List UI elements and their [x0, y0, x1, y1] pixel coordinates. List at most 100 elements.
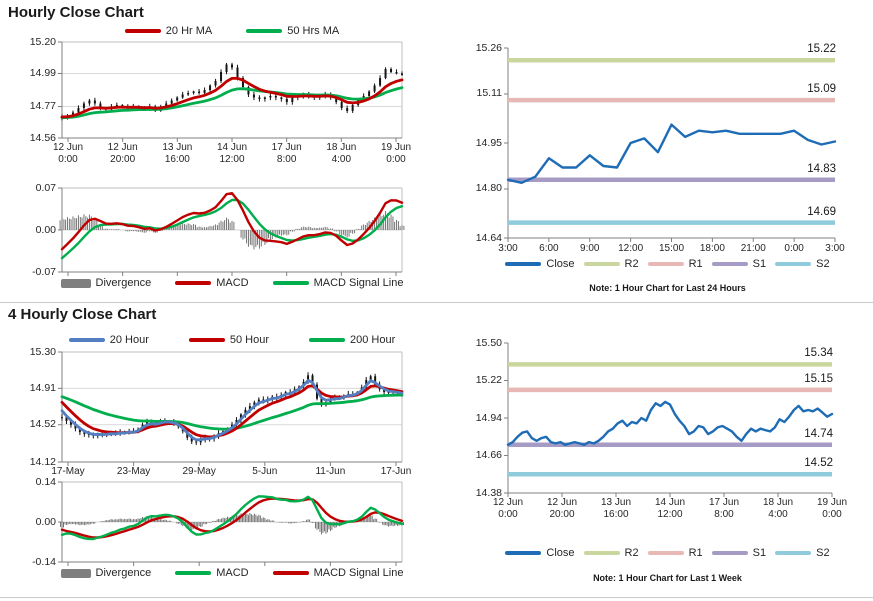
x-tick-label: 13 Jun 16:00 [600, 497, 632, 520]
x-tick-label: 18 Jun 4:00 [762, 497, 794, 520]
section-divider [0, 302, 873, 303]
legend-item: S2 [775, 258, 830, 270]
y-tick-label: 0.00 [35, 223, 56, 236]
legend-line-swatch [647, 550, 684, 556]
legend-label: MACD Signal Line [313, 277, 404, 289]
y-tick-label: 14.80 [475, 182, 502, 195]
x-tick-label: 19 Jun 0:00 [380, 142, 412, 165]
legend-item: Divergence [60, 567, 152, 579]
legend-line-swatch [175, 280, 212, 286]
y-tick-label: 0.14 [35, 475, 56, 488]
legend-item: S1 [711, 258, 767, 270]
legend-line-swatch [272, 280, 309, 286]
legend-item: Close [505, 547, 575, 559]
x-tick-label: 14 Jun 12:00 [654, 497, 686, 520]
four-hourly-section-title: 4 Hourly Close Chart [8, 306, 157, 323]
legend-item: R2 [583, 547, 639, 559]
level-value-label: 15.15 [804, 372, 833, 385]
legend-item: 200 Hour [309, 334, 395, 346]
x-tick-label: 12:00 [618, 243, 644, 254]
x-tick-label: 17 Jun 8:00 [271, 142, 302, 165]
legend-item: MACD [175, 277, 249, 289]
legend-item: 50 Hour [188, 334, 269, 346]
x-tick-label: 12 Jun 0:00 [492, 497, 524, 520]
legend-item: MACD Signal Line [272, 277, 404, 289]
legend-label: R2 [624, 547, 639, 559]
legend-label: 200 Hour [350, 334, 396, 346]
legend-item: R1 [647, 258, 703, 270]
hourly-macd-legend: Divergence MACD MACD Signal Line [60, 277, 404, 289]
legend-label: R2 [624, 258, 639, 270]
legend-item: S1 [711, 547, 766, 559]
four-hourly-ma-legend: 20 Hour 50 Hour 200 Hour [62, 334, 402, 346]
legend-line-swatch [68, 337, 105, 343]
legend-label: S2 [816, 547, 830, 559]
legend-item: Close [505, 258, 575, 270]
x-tick-label: 21:00 [740, 243, 766, 254]
x-tick-label: 11-Jun [315, 466, 346, 477]
legend-label: S2 [816, 258, 830, 270]
legend-item: MACD Signal Line [272, 567, 403, 579]
legend-item: S2 [775, 547, 830, 559]
legend-line-swatch [583, 261, 620, 267]
x-tick-label: 12 Jun 0:00 [52, 142, 84, 165]
x-tick-label: 19 Jun 0:00 [816, 497, 848, 520]
y-tick-label: 14.12 [29, 455, 56, 468]
bottom-divider [0, 597, 873, 598]
level-value-label: 14.69 [807, 205, 836, 218]
legend-line-swatch [505, 550, 542, 556]
x-tick-label: 12 Jun 20:00 [107, 142, 138, 165]
legend-label: Close [546, 258, 575, 270]
legend-item: 20 Hr MA [124, 25, 213, 37]
x-tick-label: 17-May [51, 466, 85, 477]
hourly-ma-legend: 20 Hr MA 50 Hrs MA [62, 25, 402, 37]
legend-label: R1 [688, 547, 703, 559]
y-tick-label: 14.99 [29, 67, 56, 79]
legend-bar-swatch [60, 278, 91, 288]
x-tick-label: 9:00 [580, 243, 600, 254]
x-tick-label: 29-May [182, 466, 216, 477]
legend-item: R2 [583, 258, 639, 270]
legend-line-swatch [124, 28, 161, 34]
legend-label: S1 [752, 258, 767, 270]
legend-line-swatch [711, 550, 748, 556]
x-tick-label: 18:00 [699, 243, 725, 254]
last-week-legend: Close R2 R1 S1 S2 [495, 547, 840, 559]
x-tick-label: 6:00 [539, 243, 559, 254]
x-tick-label: 13 Jun 16:00 [162, 142, 193, 165]
y-tick-label: 14.52 [29, 418, 56, 431]
level-value-label: 15.22 [807, 43, 836, 56]
x-tick-label: 5-Jun [252, 466, 278, 477]
legend-label: 20 Hr MA [165, 25, 213, 37]
legend-item: R1 [647, 547, 703, 559]
legend-label: MACD [216, 567, 249, 579]
hourly-section-title: Hourly Close Chart [8, 4, 144, 21]
legend-line-swatch [775, 261, 812, 267]
level-value-label: 15.34 [804, 347, 833, 360]
legend-label: Divergence [95, 567, 152, 579]
legend-label: 50 Hour [229, 334, 269, 346]
y-tick-label: 15.26 [475, 41, 502, 54]
x-tick-label: 12 Jun 20:00 [546, 497, 578, 520]
x-tick-label: 17-Jun [380, 466, 412, 477]
y-tick-label: 14.64 [475, 231, 502, 244]
legend-line-swatch [272, 570, 309, 576]
legend-line-swatch [505, 261, 542, 267]
last-24h-note: Note: 1 Hour Chart for Last 24 Hours [589, 283, 746, 293]
legend-line-swatch [188, 337, 225, 343]
y-tick-label: 14.56 [29, 131, 56, 144]
y-tick-label: 14.66 [475, 449, 502, 461]
level-value-label: 14.74 [804, 427, 833, 440]
y-tick-label: 15.30 [29, 345, 56, 358]
legend-item: 20 Hour [68, 334, 149, 346]
x-tick-label: 23-May [116, 466, 151, 477]
y-tick-label: 14.91 [29, 381, 56, 394]
x-tick-label: 17 Jun 8:00 [708, 497, 740, 520]
legend-line-swatch [309, 337, 345, 343]
y-tick-label: 0.00 [35, 515, 56, 528]
x-tick-label: 14 Jun 12:00 [216, 142, 248, 165]
y-tick-label: 15.50 [475, 336, 502, 349]
legend-item: Divergence [60, 277, 151, 289]
